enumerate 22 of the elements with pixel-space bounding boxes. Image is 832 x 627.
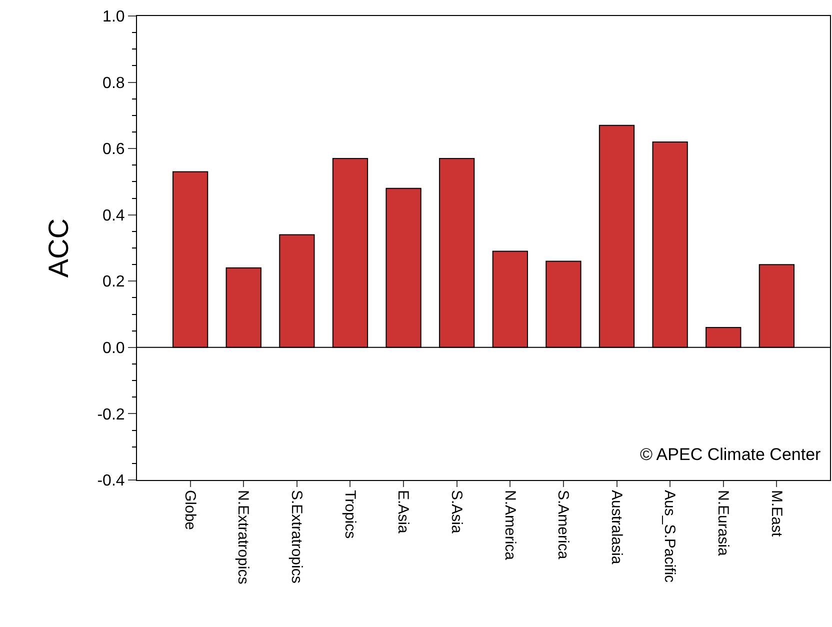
y-axis-title: ACC xyxy=(42,218,74,278)
x-tick-label: M.East xyxy=(768,490,785,538)
x-tick-label: N.Eurasia xyxy=(714,490,732,557)
x-tick-label: Globe xyxy=(181,490,198,530)
y-tick-label: -0.4 xyxy=(97,472,125,490)
x-tick-label: S.Asia xyxy=(448,490,465,534)
x-tick-label: N.America xyxy=(501,490,518,561)
y-tick-label: 0.6 xyxy=(102,141,125,158)
y-tick-label: -0.2 xyxy=(97,406,125,424)
x-tick-label: Australasia xyxy=(608,490,625,565)
x-tick-label: Tropics xyxy=(341,490,358,539)
y-tick-label: 0.0 xyxy=(102,340,125,358)
x-tick-label: Aus_S.Pacific xyxy=(661,490,678,584)
x-tick-label: S.Extratropics xyxy=(288,490,306,584)
y-tick-label: 0.4 xyxy=(102,207,125,224)
y-tick-label: 0.8 xyxy=(102,74,125,92)
y-tick-label: 1.0 xyxy=(102,8,125,26)
x-tick-label: S.America xyxy=(554,490,572,560)
annotation: © APEC Climate Center xyxy=(640,445,822,464)
x-tick-label: N.Extratropics xyxy=(234,490,252,584)
y-tick-label: 0.2 xyxy=(102,274,125,291)
x-tick-label: E.Asia xyxy=(394,490,412,534)
